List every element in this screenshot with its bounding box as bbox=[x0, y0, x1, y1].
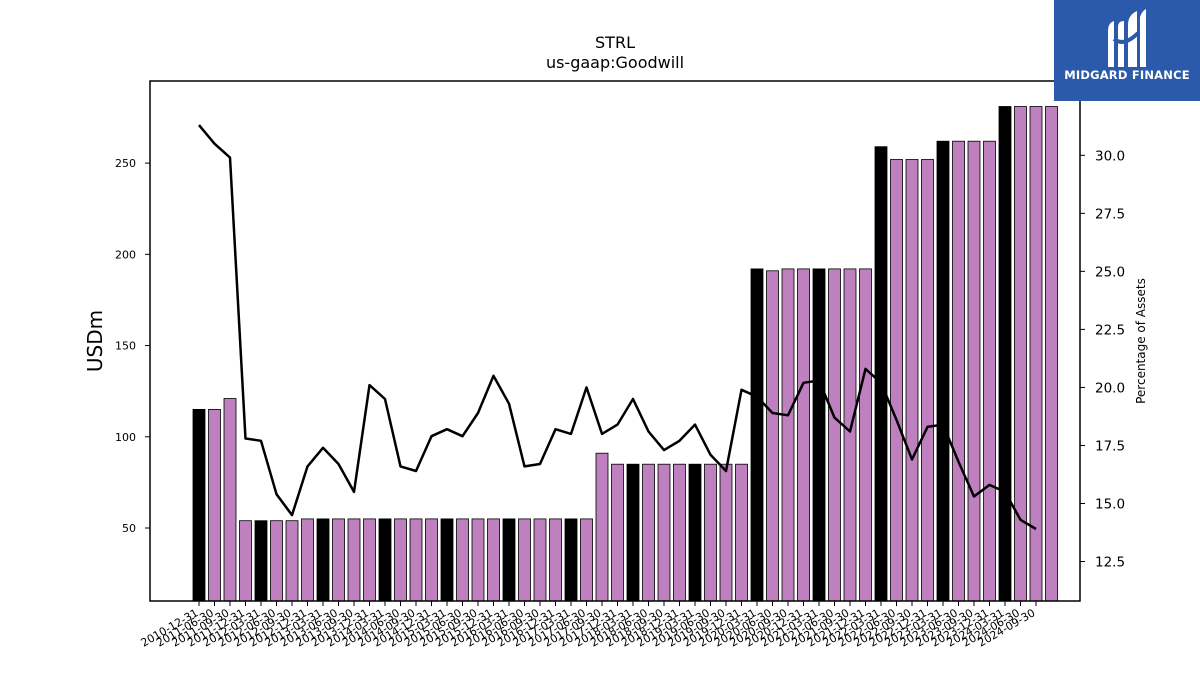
bar-2024-03-31 bbox=[1014, 106, 1027, 602]
y2-tick-label: 17.5 bbox=[1095, 438, 1125, 454]
y2-tick-label: 15.0 bbox=[1095, 497, 1125, 513]
bar-2018-06-30 bbox=[657, 463, 671, 602]
bar-2017-12-31 bbox=[626, 463, 640, 602]
bar-2017-06-30 bbox=[595, 452, 609, 602]
bar-2016-12-31 bbox=[564, 518, 578, 602]
bar-2018-03-31 bbox=[642, 463, 655, 602]
bar-2022-06-30 bbox=[905, 159, 919, 602]
bar-2022-09-30 bbox=[921, 159, 934, 602]
bar-2014-03-31 bbox=[394, 518, 407, 602]
bar-2016-03-31 bbox=[518, 518, 531, 602]
y-tick-label: 100 bbox=[115, 431, 136, 444]
bar-2013-03-31 bbox=[332, 518, 345, 602]
bar-series bbox=[192, 106, 1058, 602]
bar-2019-03-31 bbox=[704, 463, 717, 602]
bar-2019-06-30 bbox=[719, 463, 733, 602]
y-tick-label: 200 bbox=[115, 248, 136, 261]
x-axis: 2010-12-312011-06-302011-09-302011-12-31… bbox=[139, 601, 1038, 650]
bar-2023-12-31 bbox=[998, 106, 1012, 602]
bar-2022-12-31 bbox=[936, 140, 950, 602]
bar-2015-06-30 bbox=[471, 518, 485, 602]
y2-tick-label: 25.0 bbox=[1095, 264, 1125, 280]
bar-2019-09-30 bbox=[735, 463, 748, 602]
bar-2024-09-30 bbox=[1045, 106, 1058, 602]
y-tick-label: 50 bbox=[122, 522, 136, 535]
chart-subtitle: us-gaap:Goodwill bbox=[546, 53, 684, 72]
bar-2012-03-31 bbox=[270, 520, 283, 602]
y2-axis-label: Percentage of Assets bbox=[1134, 278, 1148, 404]
bar-2013-09-30 bbox=[363, 518, 376, 602]
bar-2021-03-31 bbox=[828, 268, 841, 602]
bar-2012-09-30 bbox=[301, 518, 314, 602]
bar-2019-12-31 bbox=[750, 268, 764, 602]
y2-tick-label: 30.0 bbox=[1095, 148, 1125, 164]
bar-2020-09-30 bbox=[797, 268, 810, 602]
bar-2021-12-31 bbox=[874, 146, 888, 602]
percentage-of-assets-line bbox=[198, 124, 1037, 531]
bar-2023-09-30 bbox=[983, 140, 996, 602]
bar-2017-03-31 bbox=[580, 518, 593, 602]
bar-2016-09-30 bbox=[549, 518, 562, 602]
y-tick-label: 250 bbox=[115, 157, 136, 170]
bar-2014-06-30 bbox=[409, 518, 423, 602]
bar-2013-12-31 bbox=[378, 518, 392, 602]
plot-frame bbox=[149, 80, 1081, 602]
bar-2014-12-31 bbox=[440, 518, 454, 602]
line-series bbox=[198, 124, 1037, 531]
bar-2013-06-30 bbox=[347, 518, 361, 602]
midgard-m-logo-icon bbox=[1108, 9, 1146, 67]
bar-2015-03-31 bbox=[456, 518, 469, 602]
bar-2018-12-31 bbox=[688, 463, 702, 602]
brand-logo: MIDGARD FINANCE bbox=[1054, 0, 1200, 101]
bar-2015-09-30 bbox=[487, 518, 500, 602]
bar-2010-12-31 bbox=[192, 408, 206, 602]
bar-2023-06-30 bbox=[967, 140, 981, 602]
y2-tick-label: 12.5 bbox=[1095, 555, 1125, 571]
y2-tick-label: 22.5 bbox=[1095, 322, 1125, 338]
bar-2017-09-30 bbox=[611, 463, 624, 602]
y2-tick-label: 20.0 bbox=[1095, 380, 1125, 396]
bar-2012-12-31 bbox=[316, 518, 330, 602]
bar-2015-12-31 bbox=[502, 518, 516, 602]
bar-2011-12-31 bbox=[254, 520, 268, 602]
bar-2011-03-31 bbox=[208, 408, 221, 602]
bar-2020-06-30 bbox=[781, 268, 795, 602]
bar-2012-06-30 bbox=[285, 520, 299, 602]
y-tick-label: 150 bbox=[115, 340, 136, 353]
bar-2016-06-30 bbox=[533, 518, 547, 602]
y-axis-left: 50 100 150 200 250 bbox=[115, 157, 150, 535]
bar-2014-09-30 bbox=[425, 518, 438, 602]
bar-2021-09-30 bbox=[859, 268, 872, 602]
y-axis-right: 12.5 15.0 17.5 20.0 22.5 25.0 27.5 30.0 bbox=[1080, 148, 1125, 571]
bar-2018-09-30 bbox=[673, 463, 686, 602]
brand-name: MIDGARD FINANCE bbox=[1064, 68, 1190, 82]
bar-2011-09-30 bbox=[239, 520, 252, 602]
y2-tick-label: 27.5 bbox=[1095, 206, 1125, 222]
bar-2021-06-30 bbox=[843, 268, 857, 602]
bar-2011-06-30 bbox=[223, 398, 237, 602]
chart-title: STRL bbox=[595, 33, 635, 52]
bar-2020-03-31 bbox=[766, 270, 779, 602]
bar-2020-12-31 bbox=[812, 268, 826, 602]
y-axis-label: USDm bbox=[83, 310, 107, 372]
bar-2022-03-31 bbox=[890, 159, 903, 602]
bar-2023-03-31 bbox=[952, 140, 965, 602]
